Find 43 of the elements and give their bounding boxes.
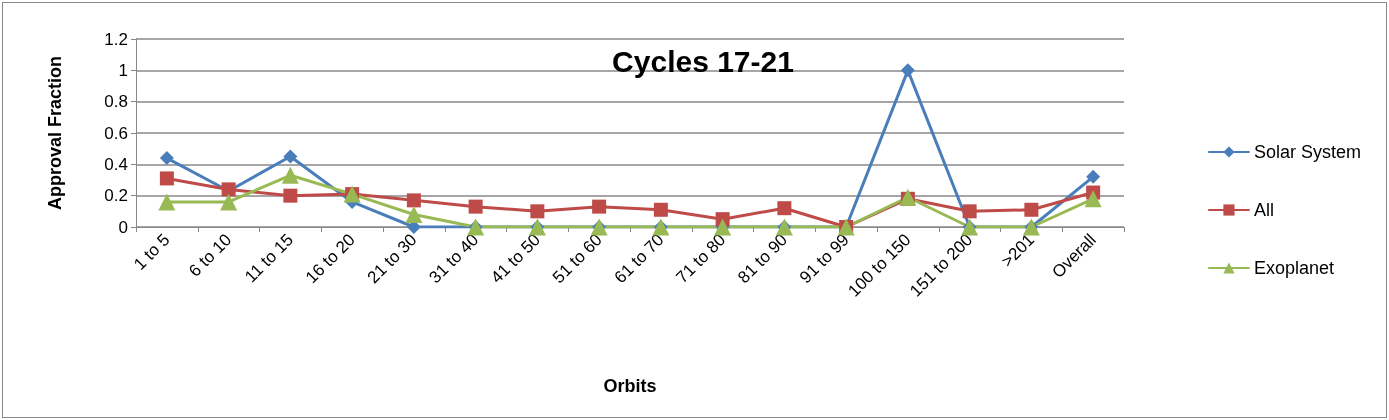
legend-label: Exoplanet [1253,258,1335,278]
legend-label: Solar System [1253,142,1362,162]
point [158,193,176,211]
y-tick-label: 1 [118,60,128,80]
x-tick-label: 31 to 40 [425,230,483,288]
x-tick-label: 11 to 15 [241,230,298,287]
point [777,201,792,216]
x-tick-label: 51 to 60 [549,230,606,288]
x-tick-label: 16 to 20 [302,230,359,288]
point [1024,202,1039,217]
point [900,63,915,78]
x-tick-label: 81 to 90 [734,230,792,288]
point [283,149,298,164]
point [962,204,977,219]
y-tick-label: 0.6 [104,123,128,143]
point [159,171,174,186]
y-tick-label: 1.2 [104,29,128,49]
point [530,204,545,219]
point [405,205,423,223]
y-tick-label: 0.4 [104,154,128,174]
legend-label: All [1253,200,1274,220]
point [220,193,238,211]
point [592,199,607,214]
x-tick-label: 6 to 10 [185,230,236,281]
point [159,151,174,166]
x-axis-title: Orbits [603,376,657,396]
point [1084,190,1102,208]
point [468,199,483,214]
y-tick-label: 0.2 [104,186,128,206]
point [1086,169,1101,184]
point [406,193,421,208]
point [653,202,668,217]
x-tick-label: 41 to 50 [487,230,545,288]
chart-title: Cycles 17-21 [612,44,794,78]
y-tick-label: 0.8 [104,92,128,112]
x-tick-label: 61 to 70 [610,230,668,288]
x-tick-label: 1 to 5 [130,230,174,274]
y-tick-label: 0 [118,217,128,237]
x-tick-label: 21 to 30 [363,230,421,288]
point [281,166,299,184]
y-axis-title: Approval Fraction [45,55,65,211]
x-tick-label: 71 to 80 [672,230,730,288]
point [283,188,298,203]
